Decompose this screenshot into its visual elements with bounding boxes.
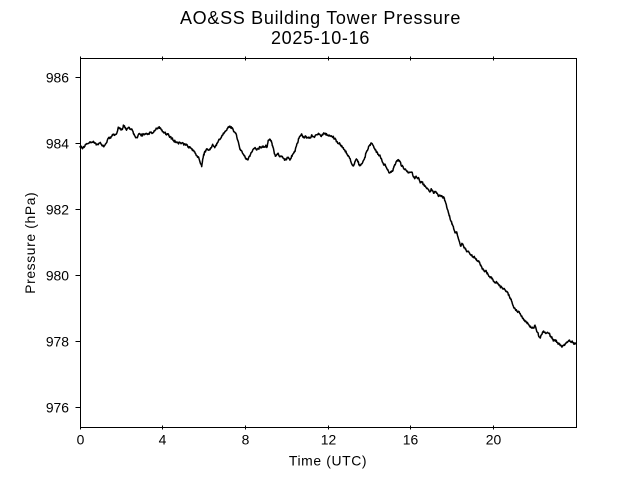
svg-text:976: 976 bbox=[46, 400, 69, 416]
svg-text:AO&SS Building Tower Pressure: AO&SS Building Tower Pressure bbox=[180, 8, 461, 28]
svg-text:Pressure (hPa): Pressure (hPa) bbox=[22, 192, 38, 294]
svg-text:978: 978 bbox=[46, 334, 69, 350]
svg-text:2025-10-16: 2025-10-16 bbox=[271, 28, 370, 48]
svg-text:984: 984 bbox=[46, 136, 69, 152]
svg-text:986: 986 bbox=[46, 70, 69, 86]
svg-text:12: 12 bbox=[321, 432, 337, 448]
svg-text:8: 8 bbox=[242, 432, 250, 448]
svg-text:980: 980 bbox=[46, 268, 69, 284]
svg-text:16: 16 bbox=[403, 432, 419, 448]
svg-text:20: 20 bbox=[486, 432, 502, 448]
svg-text:982: 982 bbox=[46, 202, 69, 218]
svg-text:4: 4 bbox=[159, 432, 167, 448]
svg-text:0: 0 bbox=[77, 432, 85, 448]
svg-text:Time (UTC): Time (UTC) bbox=[289, 453, 367, 469]
